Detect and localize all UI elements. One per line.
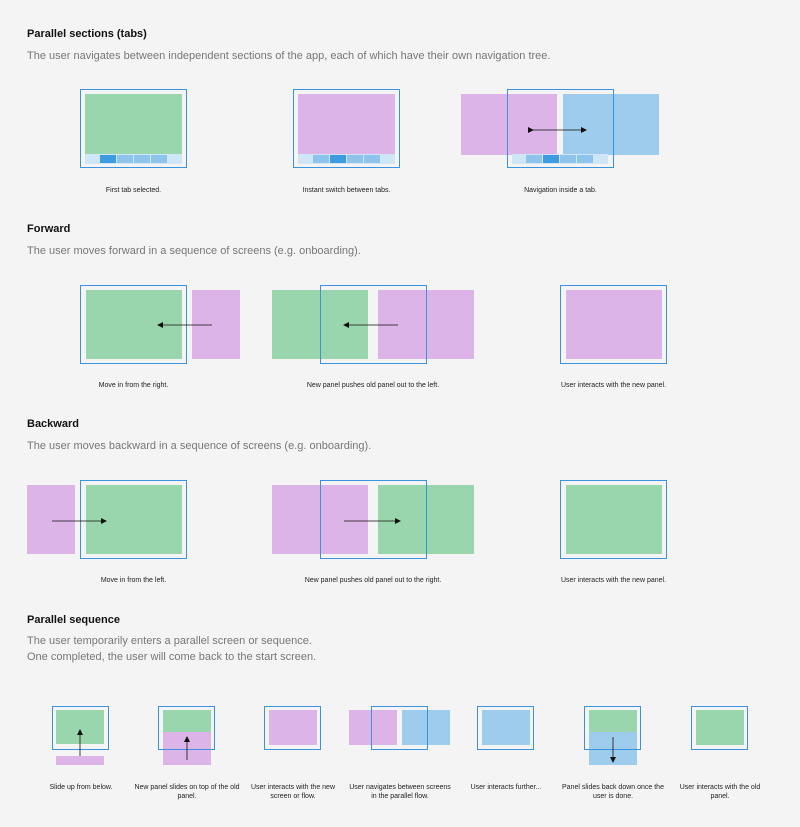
tab-indicator: [347, 155, 363, 163]
tab-indicator: [117, 155, 133, 163]
screen-frame: [584, 706, 641, 750]
screen-frame: [320, 285, 427, 364]
new-panel: [269, 710, 317, 745]
old-panel: [163, 710, 211, 732]
new-panel: [566, 485, 662, 554]
diagram-first-tab-selected: [80, 89, 187, 168]
incoming-panel: [56, 756, 104, 765]
caption: Instant switch between tabs.: [302, 187, 391, 194]
caption: Navigation inside a tab.: [524, 187, 597, 194]
old-panel: [696, 710, 744, 745]
tab-indicator: [134, 155, 150, 163]
outgoing-panel: [349, 710, 397, 745]
section-title-forward: Forward: [27, 223, 71, 235]
caption: User interacts with the new panel.: [560, 382, 667, 389]
screen-frame: [80, 89, 187, 168]
current-panel: [86, 290, 182, 359]
section-description-line-1: The user temporarily enters a parallel s…: [27, 635, 312, 647]
screen-frame: [560, 480, 667, 559]
caption: Move in from the right.: [98, 382, 169, 389]
screen-frame: [80, 285, 187, 364]
outgoing-panel: [461, 94, 557, 155]
caption: User navigates between screens in the pa…: [349, 784, 451, 800]
screen-frame: [691, 706, 748, 750]
section-title-parallel-sequence: Parallel sequence: [27, 614, 120, 626]
screen-frame: [158, 706, 215, 750]
current-panel: [482, 710, 530, 745]
tab-indicator-selected: [100, 155, 116, 163]
diagram-navigation-inside-tab: [461, 89, 659, 168]
caption: User interacts with the old panel.: [679, 784, 761, 800]
caption: User interacts with the new panel.: [560, 577, 667, 584]
section-description-tabs: The user navigates between independent s…: [27, 50, 551, 62]
screen-frame: [560, 285, 667, 364]
screen-frame: [293, 89, 400, 168]
tab-indicator: [364, 155, 380, 163]
tab-bar: [85, 154, 182, 164]
tab-bar: [298, 154, 395, 164]
content-panel: [298, 94, 395, 154]
incoming-panel: [27, 485, 75, 554]
caption: User interacts further...: [470, 784, 542, 791]
diagram-instant-tab-switch: [293, 89, 400, 168]
section-description-line-2: One completed, the user will come back t…: [27, 651, 317, 663]
screen-frame: [477, 706, 534, 750]
screen-frame: [52, 706, 109, 750]
caption: Move in from the left.: [100, 577, 167, 584]
section-description-backward: The user moves backward in a sequence of…: [27, 440, 372, 452]
section-title-backward: Backward: [27, 418, 79, 430]
incoming-panel: [192, 290, 240, 359]
screen-frame: [264, 706, 321, 750]
screen-frame: [371, 706, 428, 750]
content-panel: [85, 94, 182, 154]
tab-indicator: [313, 155, 329, 163]
caption: User interacts with the new screen or fl…: [250, 784, 336, 800]
screen-frame: [80, 480, 187, 559]
incoming-panel: [402, 710, 450, 745]
tab-indicator: [577, 155, 593, 163]
tab-indicator-selected: [330, 155, 346, 163]
section-description-forward: The user moves forward in a sequence of …: [27, 245, 361, 257]
new-panel: [566, 290, 662, 359]
caption: New panel pushes old panel out to the ri…: [304, 577, 442, 584]
tab-indicator: [560, 155, 576, 163]
caption: New panel pushes old panel out to the le…: [306, 382, 440, 389]
screen-frame: [507, 89, 614, 168]
tab-indicator: [151, 155, 167, 163]
tab-indicator-selected: [543, 155, 559, 163]
caption: New panel slides on top of the old panel…: [134, 784, 240, 800]
section-title-tabs: Parallel sections (tabs): [27, 28, 147, 40]
caption: First tab selected.: [105, 187, 162, 194]
tab-indicator: [526, 155, 542, 163]
caption: Slide up from below.: [49, 784, 113, 791]
caption: Panel slides back down once the user is …: [562, 784, 664, 800]
screen-frame: [320, 480, 427, 559]
old-panel: [589, 710, 637, 732]
incoming-panel: [563, 94, 659, 155]
